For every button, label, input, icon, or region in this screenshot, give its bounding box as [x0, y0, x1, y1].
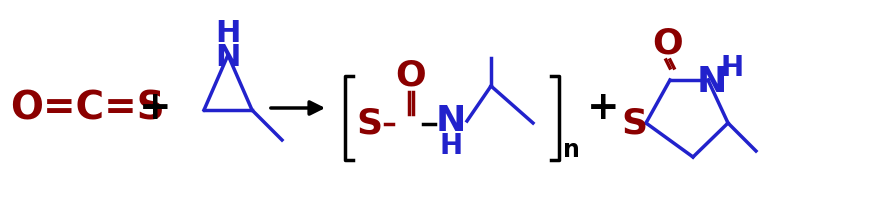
Text: N: N: [215, 43, 240, 72]
Text: H: H: [215, 19, 240, 47]
Text: O: O: [652, 27, 683, 61]
Text: S: S: [620, 106, 646, 140]
Text: H: H: [439, 132, 462, 160]
Text: N: N: [435, 104, 466, 138]
Text: O=C=S: O=C=S: [10, 89, 164, 127]
Text: S: S: [356, 107, 382, 141]
Text: N: N: [696, 65, 726, 99]
Text: H: H: [720, 54, 743, 82]
Text: O: O: [395, 59, 426, 93]
Text: +: +: [139, 89, 171, 127]
Text: +: +: [586, 89, 619, 127]
Text: n: n: [562, 138, 578, 162]
